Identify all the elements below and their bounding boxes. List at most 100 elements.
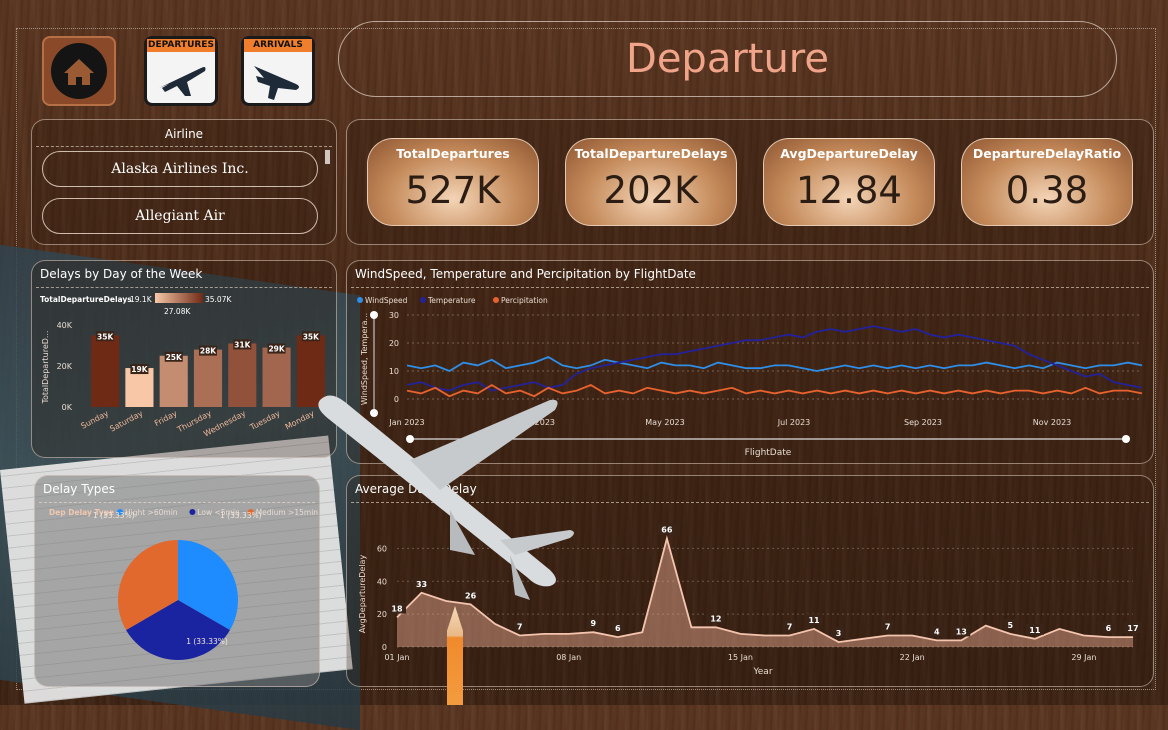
- x-tick-label: Sunday: [79, 409, 110, 431]
- kpi-total-departure-delays: TotalDepartureDelays 202K: [565, 138, 737, 226]
- home-button[interactable]: [42, 36, 116, 106]
- panel-title: Delays by Day of the Week: [40, 267, 203, 281]
- y-tick-label: 60: [377, 544, 387, 553]
- data-label: 35K: [303, 332, 320, 341]
- data-label: 35K: [97, 332, 114, 341]
- arrivals-label: ARRIVALS: [244, 39, 312, 52]
- departures-button[interactable]: DEPARTURES: [144, 36, 218, 106]
- panel-title: Delay Types: [43, 482, 116, 496]
- data-label-bg: [611, 622, 624, 634]
- legend-marker: [357, 297, 363, 303]
- data-label: 7: [885, 623, 891, 632]
- data-label: 13: [956, 627, 967, 636]
- airline-slicer: Airline Alaska Airlines Inc. Allegiant A…: [31, 119, 337, 245]
- y-tick-label: 20: [389, 339, 399, 348]
- data-label-bg: [164, 351, 183, 362]
- y-slider-handle: [370, 311, 378, 319]
- legend-marker: [189, 509, 196, 515]
- x-tick-label: May 2023: [645, 418, 684, 427]
- data-label-bg: [881, 620, 894, 632]
- data-label-bg: [805, 613, 824, 625]
- data-label: 12: [710, 614, 721, 623]
- delays-by-day-panel: Delays by Day of the Week TotalDeparture…: [31, 260, 337, 458]
- data-label-bg: [267, 343, 286, 354]
- data-label: 66: [661, 526, 673, 535]
- data-label-bg: [1124, 622, 1142, 634]
- legend-label: Medium >15min: [256, 508, 319, 517]
- y-tick-label: 20: [377, 610, 387, 619]
- data-label-bg: [412, 577, 431, 589]
- series-line: [406, 383, 1143, 398]
- kpi-label: DepartureDelayRatio: [972, 146, 1122, 161]
- data-label: 11: [1029, 626, 1041, 635]
- kpi-value: 12.84: [796, 169, 902, 212]
- legend-marker: [247, 509, 254, 515]
- x-tick-label: Jan 2023: [388, 418, 424, 427]
- kpi-departure-delay-ratio: DepartureDelayRatio 0.38: [961, 138, 1133, 226]
- data-label-bg: [513, 620, 526, 632]
- data-label-bg: [461, 589, 480, 601]
- bar: [228, 343, 257, 407]
- data-label: 5: [1008, 621, 1014, 630]
- data-label-bg: [832, 627, 845, 639]
- legend-marker: [117, 509, 123, 515]
- y-axis-label: WindSpeed, Tempera...: [360, 313, 369, 405]
- pie-slice: [117, 540, 178, 630]
- data-label-bg: [301, 331, 320, 342]
- data-label-bg: [1102, 622, 1115, 634]
- x-tick-label: Nov 2023: [1033, 418, 1072, 427]
- y-tick-label: 10: [389, 367, 399, 376]
- data-label: 28K: [200, 347, 217, 356]
- legend-max: 35.07K: [205, 295, 232, 304]
- airline-option[interactable]: Allegiant Air: [42, 198, 318, 234]
- x-tick-label: 15 Jan: [728, 653, 753, 662]
- kpi-total-departures: TotalDepartures 527K: [367, 138, 539, 226]
- airline-option[interactable]: Alaska Airlines Inc.: [42, 151, 318, 187]
- data-label-bg: [587, 617, 600, 629]
- bar: [159, 355, 188, 407]
- delay-types-chart: Dep Delay Type Hight >60min Low <5min Mediu…: [49, 508, 319, 660]
- delay-types-panel: Delay Types Dep Delay Type Hight >60min Lo…: [34, 475, 320, 687]
- kpi-label: TotalDepartures: [396, 146, 510, 161]
- legend-title: TotalDepartureDelays: [40, 295, 132, 304]
- legend-label: Temperature: [427, 296, 476, 305]
- x-tick-label: Jul 2023: [777, 418, 811, 427]
- home-icon: [51, 43, 107, 99]
- x-tick-label: Friday: [153, 409, 179, 428]
- airplane-photo: [318, 395, 574, 600]
- slicer-scrollbar[interactable]: [325, 150, 330, 164]
- data-label-bg: [783, 620, 796, 632]
- bar: [193, 349, 223, 407]
- arrivals-button[interactable]: ARRIVALS: [241, 36, 315, 106]
- x-tick-label: 08 Jan: [556, 653, 581, 662]
- x-slider-handle: [406, 435, 414, 443]
- title-banner: Departure: [338, 21, 1117, 97]
- page-title: Departure: [626, 36, 829, 82]
- data-label: 29K: [268, 345, 285, 354]
- data-label: 11: [808, 616, 820, 625]
- data-label-bg: [96, 331, 115, 342]
- x-tick-label: Saturday: [108, 409, 144, 434]
- series-line: [406, 325, 1143, 392]
- data-label: 18: [391, 604, 403, 613]
- airline-slicer-title: Airline: [164, 127, 204, 141]
- data-label: 6: [1106, 624, 1112, 633]
- data-label: 9: [590, 619, 596, 628]
- data-label: 1 (33.33%): [220, 511, 262, 520]
- legend-min: 19.1K: [130, 295, 153, 304]
- legend-gradient-bar: [155, 293, 203, 303]
- data-label: 7: [517, 623, 523, 632]
- data-label: 7: [787, 623, 793, 632]
- area-fill: [397, 538, 1133, 647]
- y-axis-label: TotalDepartureD...: [41, 330, 50, 404]
- x-axis-label: FlightDate: [745, 448, 792, 458]
- data-label: 6: [615, 624, 621, 633]
- kpi-value: 527K: [405, 169, 501, 212]
- kpi-avg-departure-delay: AvgDepartureDelay 12.84: [763, 138, 935, 226]
- y-tick-label: 0: [382, 643, 387, 652]
- bar: [91, 335, 120, 407]
- data-label: 26: [465, 591, 477, 600]
- y-tick-label: 20K: [57, 362, 73, 371]
- data-label-bg: [233, 339, 252, 350]
- x-tick-label: 22 Jan: [900, 653, 925, 662]
